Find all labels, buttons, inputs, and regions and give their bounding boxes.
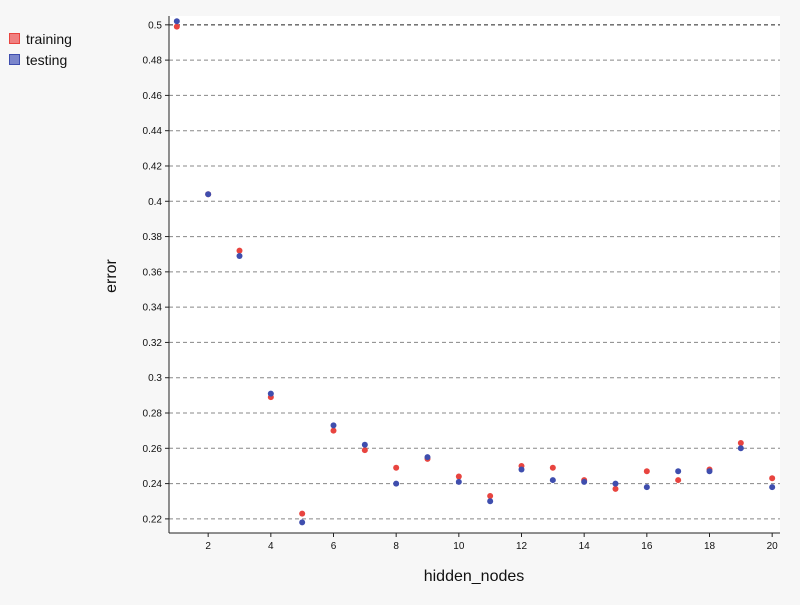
data-point-testing (737, 445, 744, 452)
y-tick-label: 0.5 (148, 20, 162, 31)
data-point-training (299, 510, 306, 517)
x-tick-label: 16 (641, 541, 653, 552)
data-point-training (173, 23, 180, 30)
legend-label-testing: testing (26, 51, 68, 68)
data-point-testing (424, 454, 431, 461)
data-point-testing (706, 468, 713, 475)
training-swatch-icon (9, 33, 20, 44)
y-tick-label: 0.24 (143, 479, 163, 490)
data-point-testing (581, 478, 588, 485)
axes (165, 16, 780, 537)
data-point-testing (549, 477, 556, 484)
data-point-testing (205, 191, 212, 198)
y-tick-label: 0.48 (143, 56, 163, 67)
y-tick-label: 0.28 (143, 409, 163, 420)
data-point-testing (643, 484, 650, 491)
y-tick-label: 0.32 (143, 338, 163, 349)
data-point-testing (267, 390, 274, 397)
legend-item-training[interactable]: training (9, 28, 72, 49)
data-point-training (549, 464, 556, 471)
data-point-training (361, 447, 368, 454)
data-point-testing (299, 519, 306, 526)
y-tick-label: 0.3 (148, 373, 162, 384)
testing-swatch-icon (9, 54, 20, 65)
x-tick-label: 4 (268, 541, 274, 552)
data-point-testing (455, 478, 462, 485)
data-point-testing (675, 468, 682, 475)
y-tick-label: 0.34 (143, 303, 163, 314)
data-point-testing (612, 480, 619, 487)
data-points (173, 18, 776, 526)
x-tick-label: 10 (453, 541, 465, 552)
data-point-testing (769, 484, 776, 491)
data-point-testing (330, 422, 337, 429)
legend-label-training: training (26, 30, 72, 47)
x-tick-label: 18 (704, 541, 716, 552)
y-tick-label: 0.26 (143, 444, 163, 455)
x-tick-label: 8 (393, 541, 399, 552)
grid-lines (169, 24, 780, 520)
y-tick-label: 0.4 (148, 197, 162, 208)
data-point-training (236, 247, 243, 254)
x-tick-label: 14 (579, 541, 591, 552)
data-point-training (612, 485, 619, 492)
data-point-training (455, 473, 462, 480)
data-point-testing (393, 480, 400, 487)
data-point-training (643, 468, 650, 475)
data-point-testing (518, 466, 525, 473)
x-tick-label: 6 (331, 541, 337, 552)
data-point-training (487, 492, 494, 499)
y-tick-label: 0.44 (143, 126, 163, 137)
y-axis-title: error (103, 258, 120, 292)
x-tick-label: 20 (767, 541, 779, 552)
x-axis-title: hidden_nodes (424, 568, 525, 585)
legend: training testing (9, 28, 72, 70)
x-tick-label: 12 (516, 541, 528, 552)
y-tick-label: 0.46 (143, 91, 163, 102)
data-point-testing (173, 18, 180, 25)
data-point-testing (361, 441, 368, 448)
y-tick-label: 0.38 (143, 232, 163, 243)
data-point-testing (236, 252, 243, 259)
y-tick-label: 0.42 (143, 161, 163, 172)
tick-labels: 0.22 0.24 0.26 0.28 0.3 0.32 0.34 0.36 0.38 0.4 0.… (143, 20, 779, 552)
x-tick-label: 2 (205, 541, 211, 552)
data-point-training (330, 427, 337, 434)
y-tick-label: 0.36 (143, 267, 163, 278)
data-point-training (769, 475, 776, 482)
data-point-training (675, 477, 682, 484)
legend-item-testing[interactable]: testing (9, 49, 72, 70)
data-point-training (737, 440, 744, 447)
plot-area (169, 16, 780, 533)
y-tick-label: 0.22 (143, 514, 163, 525)
data-point-training (393, 464, 400, 471)
data-point-testing (487, 498, 494, 505)
